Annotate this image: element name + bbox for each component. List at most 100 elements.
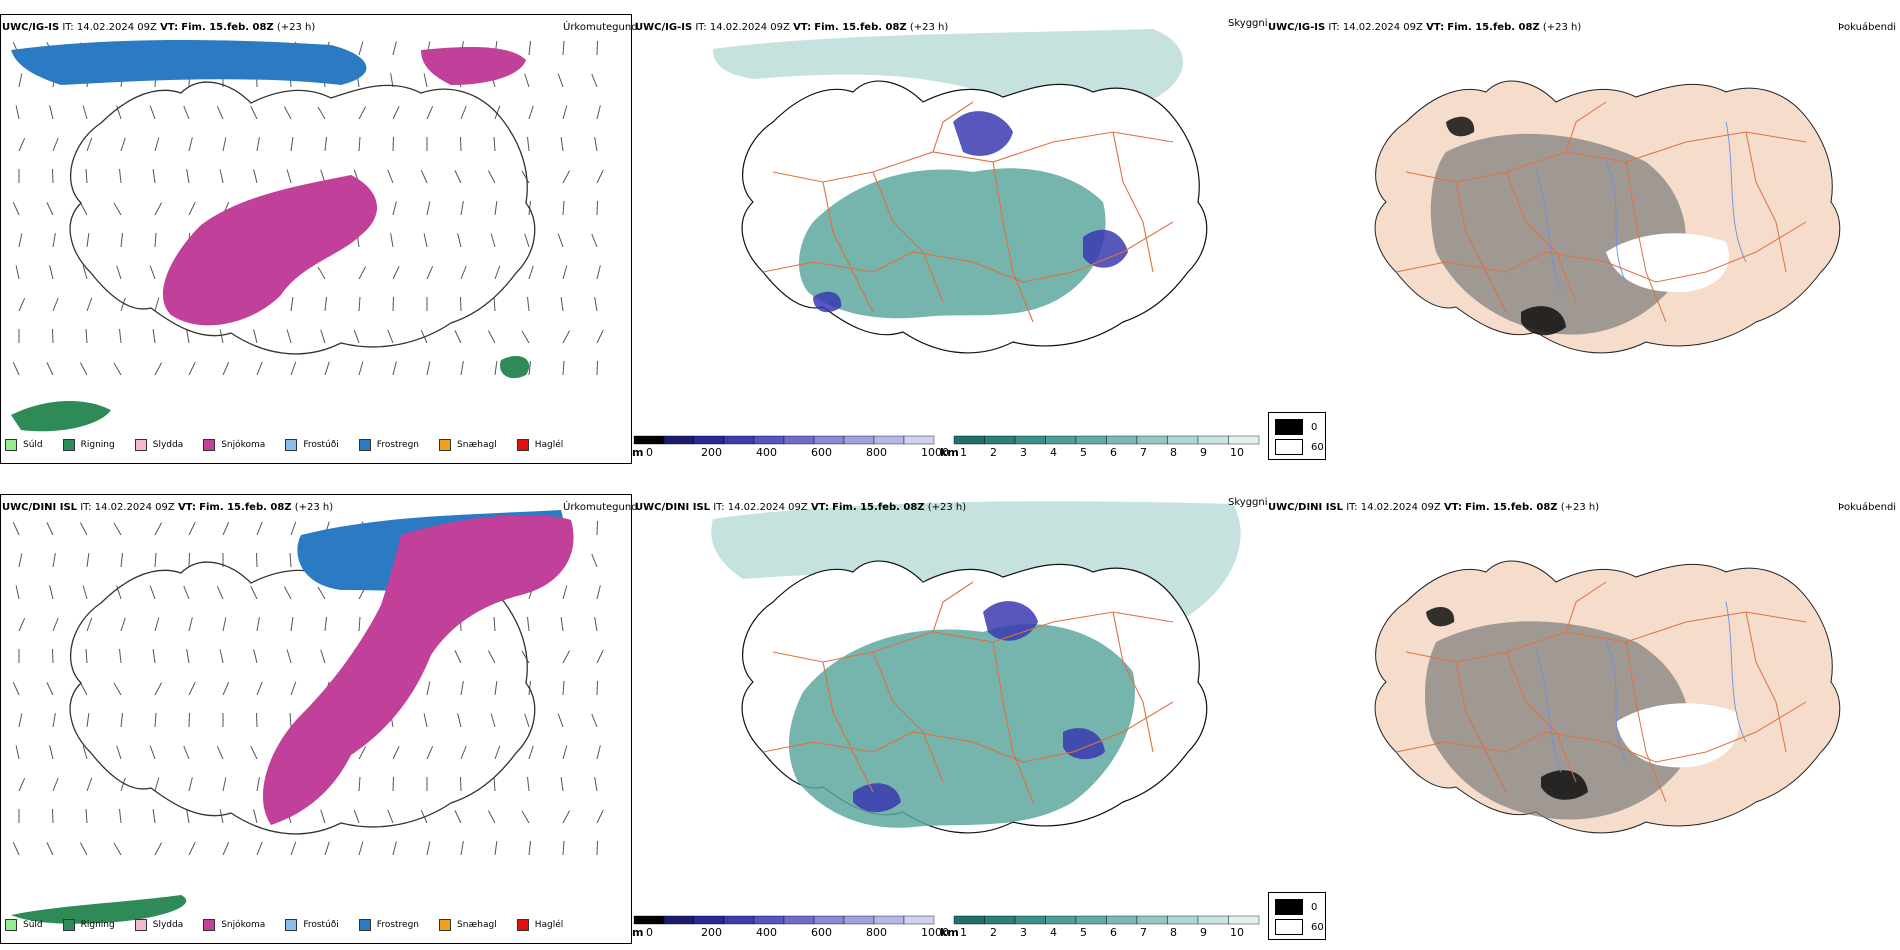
ceiling-colorbar-tick: 600 [811, 926, 832, 939]
visibility-colorbar-tick: 5 [1080, 446, 1087, 459]
precip-legend-label: Snjókoma [221, 440, 266, 450]
visibility-colorbar-tick: 6 [1110, 446, 1117, 459]
precip-legend-item: Haglél [516, 919, 564, 931]
ceiling-colorbar-segment [903, 435, 935, 445]
precip-legend-label: Frostúði [303, 920, 339, 930]
fog-map-canvas [1374, 80, 1841, 354]
freezing-rain-area [11, 40, 367, 85]
precip-legend-swatch [134, 439, 147, 451]
visibility-colorbar-segment [1228, 915, 1260, 925]
precip-legend-swatch [285, 919, 298, 931]
precip-field-name-row1: Úrkomutegund [563, 22, 638, 33]
visibility-colorbar-segment [1197, 915, 1229, 925]
precip-legend-label: Rigning [80, 920, 115, 930]
rain-area [11, 355, 530, 432]
visibility-colorbar-segment [1014, 435, 1046, 445]
fog-legend-row2: 0 60 [1268, 892, 1326, 940]
visibility-colorbar-tick: 2 [990, 446, 997, 459]
visibility-colorbar-tick: 2 [990, 926, 997, 939]
fog-legend-item: 0 [1275, 899, 1317, 915]
ceiling-colorbar-segment [783, 435, 815, 445]
ceiling-colorbar-segment [693, 915, 725, 925]
ceiling-colorbar-tick: 200 [701, 446, 722, 459]
precip-legend-item: Snjókoma [203, 919, 265, 931]
ceiling-colorbar-segment [723, 435, 755, 445]
precip-legend-label: Slydda [152, 440, 184, 450]
cloud-ceiling-area [813, 111, 1128, 313]
precip-legend-item: Frostúði [285, 439, 339, 451]
ceiling-colorbar-segment [633, 435, 665, 445]
colorbars-row2: m 0 200 400 600 800 1000 km 1 2 3 4 5 6 7 8 9 10 [632, 915, 1272, 939]
precip-legend-label: Snæhagl [457, 440, 497, 450]
visibility-colorbar-tick: 1 [960, 446, 967, 459]
precip-legend-swatch [285, 439, 298, 451]
visibility-colorbar-segment [1228, 435, 1260, 445]
precip-map-canvas [11, 40, 604, 432]
fog-title-row1: UWC/IG-IS IT: 14.02.2024 09Z VT: Fim. 15… [1268, 22, 1582, 33]
fog-index-gray-area [1424, 621, 1690, 820]
precip-legend-label: Frostúði [303, 440, 339, 450]
precip-legend-item: Snæhagl [439, 919, 497, 931]
visibility-colorbar-tick: 5 [1080, 926, 1087, 939]
visibility-colorbar-segment [1106, 435, 1138, 445]
fog-title-row2: UWC/DINI ISL IT: 14.02.2024 09Z VT: Fim.… [1268, 502, 1600, 513]
ceiling-colorbar-segment [633, 915, 665, 925]
ceiling-colorbar-tick: 200 [701, 926, 722, 939]
fog-legend-item: 60 [1275, 439, 1324, 455]
visibility-colorbar-segment [984, 915, 1016, 925]
precip-legend-item: Frostregn [358, 439, 420, 451]
river-network [1535, 601, 1747, 773]
visibility-colorbar-segment [984, 435, 1016, 445]
fog-index-map-row1 [1266, 14, 1900, 464]
ceiling-colorbar-segment [873, 435, 905, 445]
precip-legend-item: Slydda [134, 439, 184, 451]
fog-legend-swatch [1275, 919, 1303, 935]
fog-legend-swatch [1275, 439, 1303, 455]
visibility-colorbar-tick: 10 [1230, 446, 1244, 459]
ceiling-colorbar-segment [813, 915, 845, 925]
visibility-colorbar-unit: km [940, 446, 959, 459]
visibility-colorbar-segment [1045, 915, 1077, 925]
ceiling-colorbar-tick: 800 [866, 446, 887, 459]
fog-legend-item: 60 [1275, 919, 1324, 935]
cloud-title-row2: UWC/DINI ISL IT: 14.02.2024 09Z VT: Fim.… [635, 502, 967, 513]
precip-legend-item: Súld [5, 919, 43, 931]
precip-legend-swatch [62, 439, 75, 451]
cloud-title-row1: UWC/IG-IS IT: 14.02.2024 09Z VT: Fim. 15… [635, 22, 949, 33]
precip-legend-item: Rigning [62, 439, 115, 451]
ceiling-colorbar-segment [783, 915, 815, 925]
river-network [1535, 121, 1747, 293]
fog-legend-label: 60 [1311, 441, 1324, 453]
precip-legend-label: Slydda [152, 920, 184, 930]
visibility-colorbar-segment [1075, 915, 1107, 925]
cloud-map-canvas [711, 501, 1241, 834]
precip-legend-label: Haglél [534, 920, 564, 930]
ceiling-colorbar-segment [723, 915, 755, 925]
fog-legend-row1: 0 60 [1268, 412, 1326, 460]
precip-legend-label: Frostregn [376, 440, 420, 450]
precip-legend-swatch [516, 439, 529, 451]
precip-legend-swatch [62, 919, 75, 931]
rain-area [11, 895, 187, 924]
road-network [1395, 581, 1807, 803]
cloud-field-name-row2: Skyggni [1228, 497, 1268, 508]
precip-legend-swatch [516, 919, 529, 931]
cloud-ceiling-area [853, 601, 1105, 813]
visibility-colorbar-segment [1014, 915, 1046, 925]
visibility-colorbar-tick: 7 [1140, 446, 1147, 459]
visibility-colorbar-tick: 1 [960, 926, 967, 939]
precip-map-canvas [11, 510, 604, 924]
visibility-colorbar-segment [1167, 915, 1199, 925]
fog-legend-swatch [1275, 899, 1303, 915]
visibility-colorbar-tick: 10 [1230, 926, 1244, 939]
precip-legend-label: Súld [23, 920, 43, 930]
visibility-colorbar-unit: km [940, 926, 959, 939]
precip-type-legend: Súld Rigning Slydda Snjókoma Frostúði Frostre… [5, 916, 583, 934]
colorbars-row1: m 0 200 400 600 800 1000 km 1 2 3 4 5 6 7 8 9 10 [632, 435, 1272, 459]
precip-legend-swatch [358, 919, 371, 931]
fog-index-map-row2 [1266, 494, 1900, 944]
ceiling-colorbar-segment [753, 915, 785, 925]
ceiling-colorbar-tick: 0 [646, 926, 653, 939]
ceiling-colorbar-segment [753, 435, 785, 445]
ceiling-colorbar-tick: 800 [866, 926, 887, 939]
